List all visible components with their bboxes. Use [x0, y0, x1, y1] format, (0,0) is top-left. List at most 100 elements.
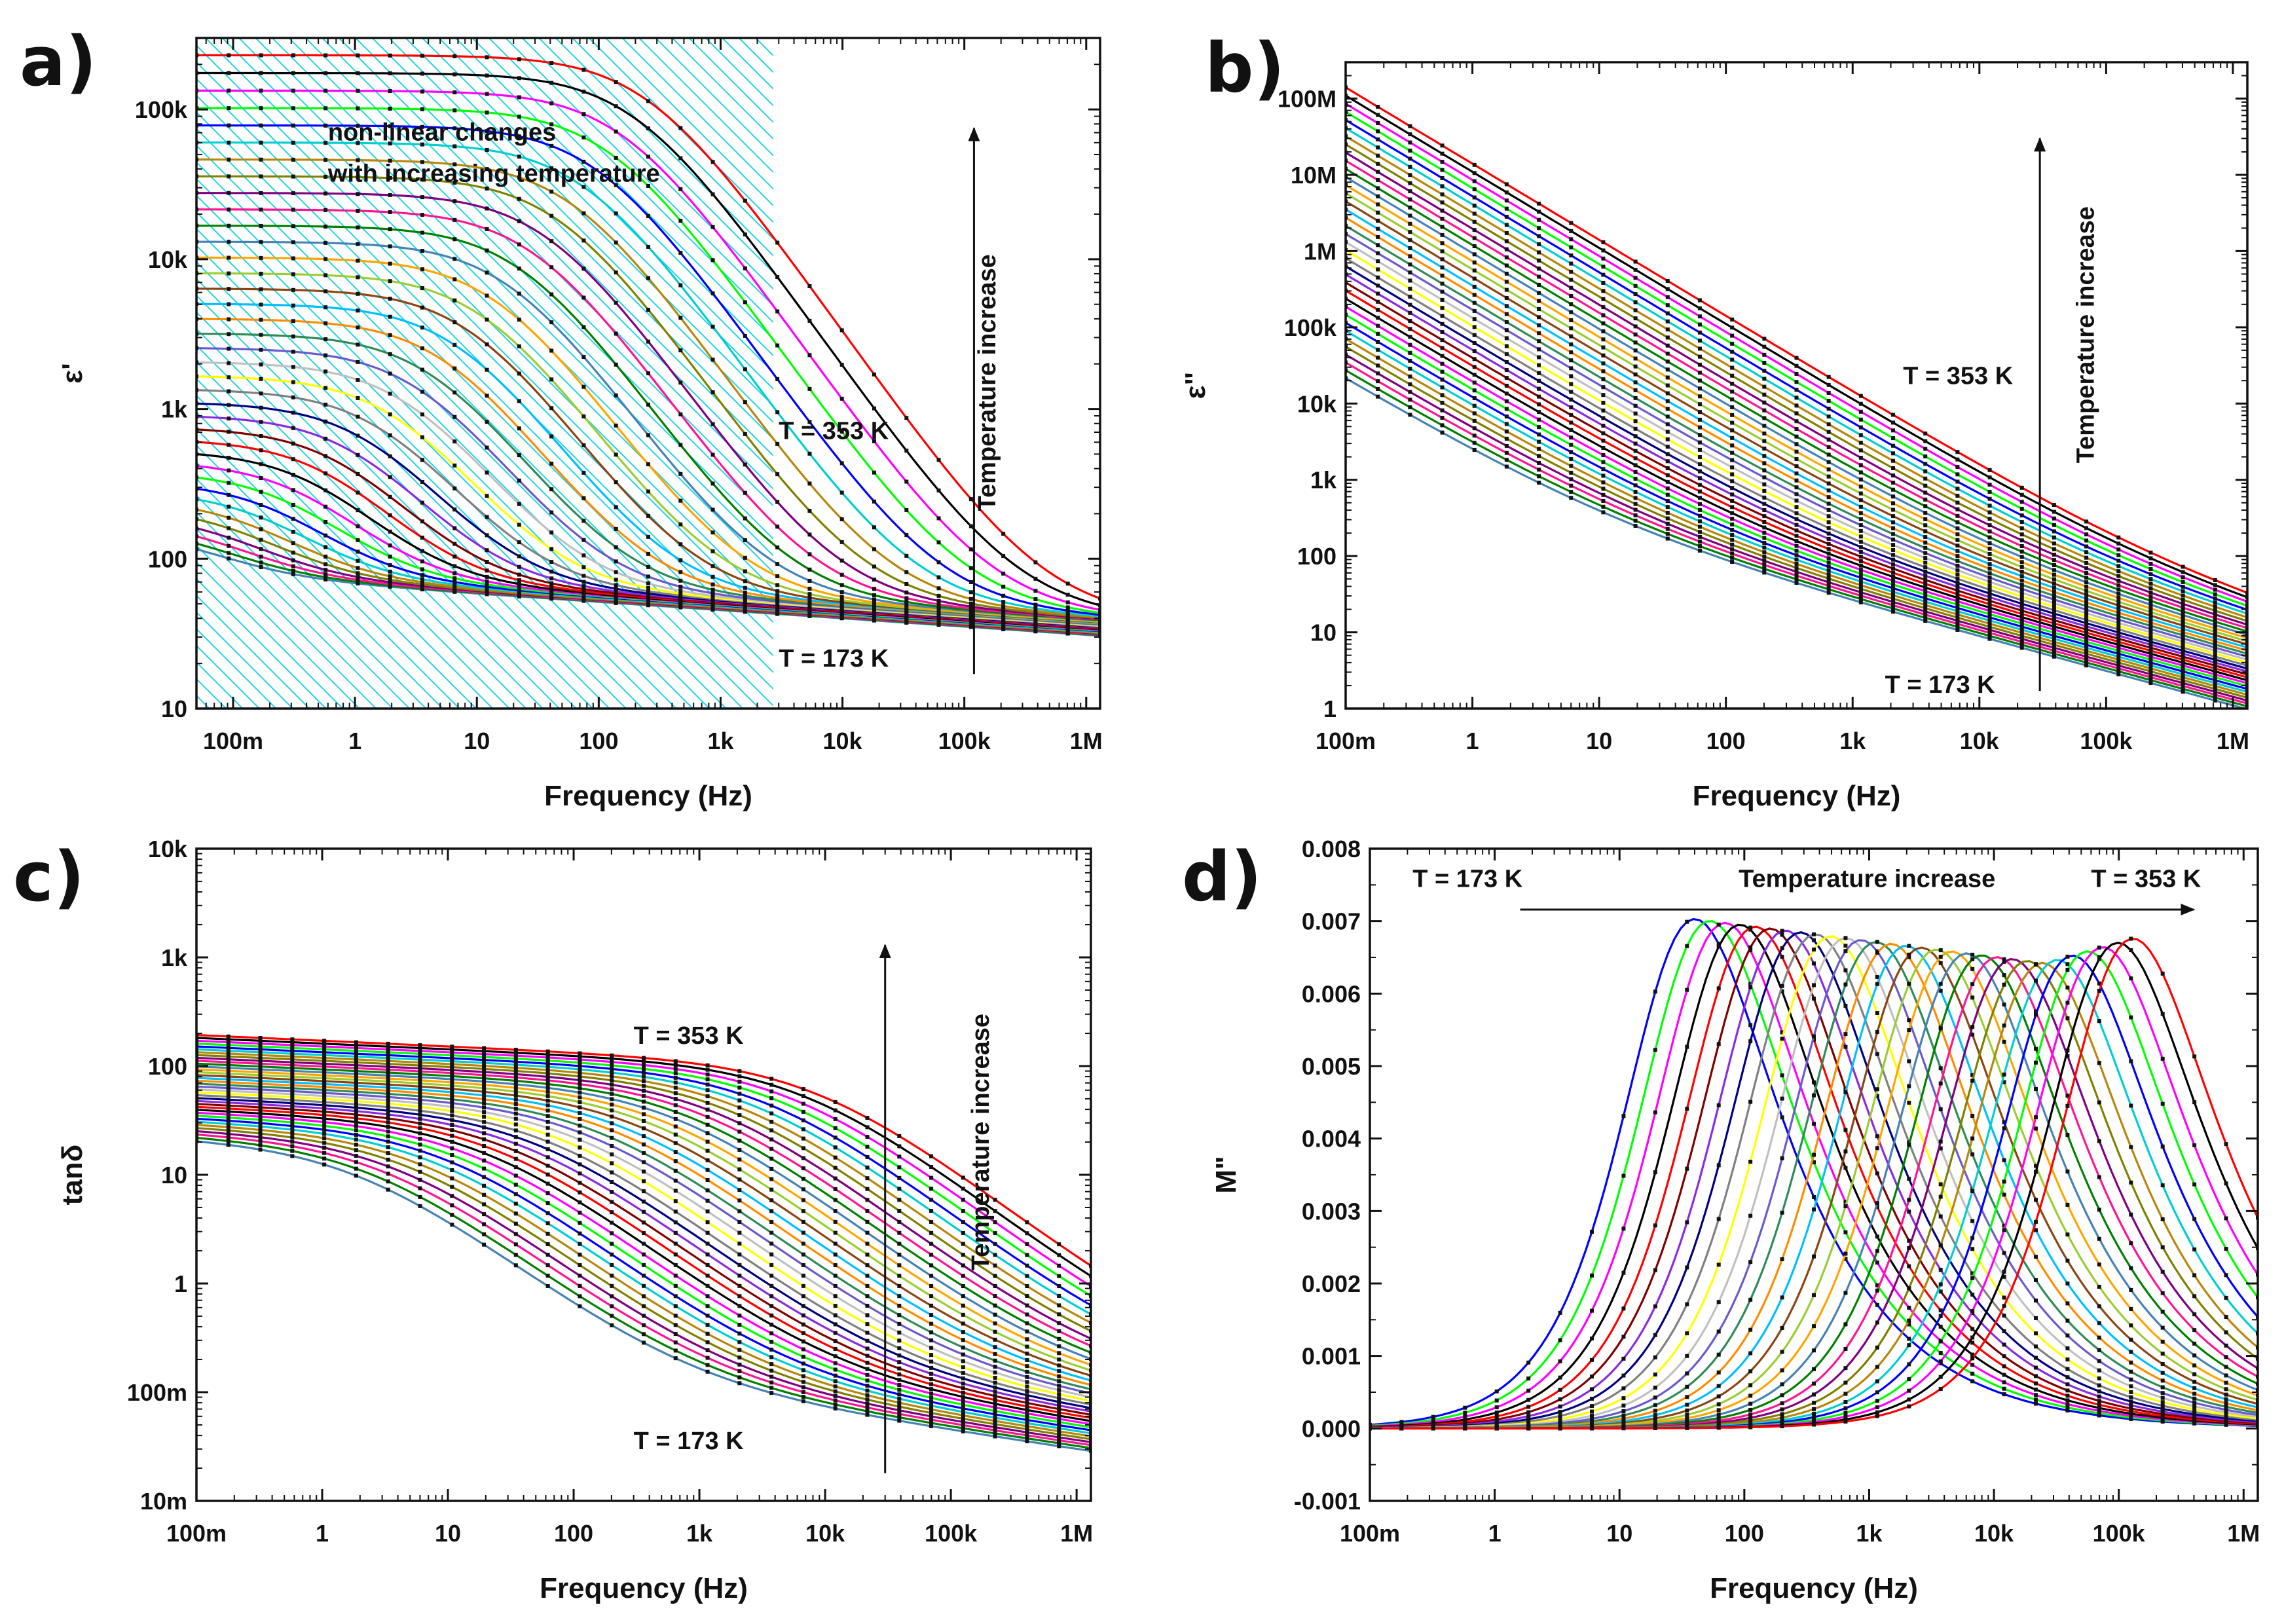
data-point [2052, 646, 2056, 650]
data-point [2148, 633, 2153, 638]
data-point [356, 575, 360, 580]
data-point [1891, 547, 1896, 552]
data-point [450, 1128, 454, 1132]
data-point [2160, 1270, 2165, 1274]
data-point [929, 1338, 934, 1342]
series-markers [1346, 109, 2247, 608]
x-tick-label: 1M [1060, 1520, 1093, 1547]
data-point [549, 320, 554, 325]
data-point [642, 1079, 646, 1084]
data-point [388, 494, 392, 499]
data-point [1812, 1348, 1816, 1353]
data-point [2002, 1274, 2006, 1279]
y-tick-label: 100k [135, 96, 188, 123]
data-point [1526, 1397, 1531, 1402]
data-point [549, 292, 554, 297]
data-point [1907, 955, 1911, 959]
data-point [1730, 405, 1735, 409]
data-point [323, 106, 328, 111]
data-point [865, 1242, 870, 1246]
data-point [642, 1283, 646, 1288]
data-point [1569, 229, 1574, 233]
data-point [1938, 948, 1943, 953]
data-point [865, 1313, 870, 1318]
data-point [2084, 611, 2089, 616]
data-point [2224, 1355, 2228, 1359]
data-point [710, 481, 715, 486]
data-point [354, 1166, 358, 1171]
data-point [2019, 532, 2024, 537]
data-point [1923, 593, 1928, 597]
data-point [420, 107, 424, 111]
data-point [354, 1092, 358, 1097]
data-point [1472, 162, 1477, 167]
data-point [226, 1048, 230, 1053]
data-point [2084, 580, 2089, 585]
data-point [1970, 1152, 1975, 1156]
data-point [642, 1209, 646, 1214]
data-point [2084, 652, 2089, 656]
data-point [904, 507, 909, 512]
data-point [769, 1322, 774, 1327]
data-point [1891, 451, 1896, 456]
x-tick-label: 100 [579, 728, 618, 754]
data-point [1891, 507, 1896, 512]
data-point [1665, 375, 1670, 380]
data-point [1569, 374, 1574, 378]
data-point [1826, 481, 1831, 486]
data-point [482, 1090, 487, 1094]
data-point [610, 1082, 614, 1087]
data-point [646, 513, 650, 518]
data-point [2160, 1400, 2165, 1405]
data-point [737, 1130, 742, 1134]
data-point [1537, 250, 1541, 255]
data-point [420, 249, 424, 253]
data-point [452, 526, 457, 530]
data-point [1987, 551, 1992, 556]
data-point [356, 434, 360, 438]
series-markers [196, 1035, 1091, 1278]
data-point [646, 534, 650, 539]
data-point [291, 240, 295, 245]
data-point [290, 1144, 295, 1149]
data-point [1697, 402, 1702, 407]
series-markers [196, 1079, 1091, 1388]
panel-label: b) [1205, 28, 1285, 108]
data-point [1875, 1146, 1879, 1151]
data-point [1780, 1073, 1784, 1078]
data-point [259, 434, 263, 438]
data-point [1794, 528, 1799, 533]
data-point [865, 1154, 870, 1159]
data-point [1794, 570, 1799, 574]
data-point [1601, 510, 1606, 515]
data-point [1826, 542, 1831, 546]
data-point [1938, 1289, 1943, 1294]
series-markers [1346, 118, 2247, 612]
data-point [1955, 507, 1960, 511]
data-point [549, 434, 554, 439]
data-point [226, 1034, 230, 1039]
data-point [226, 1125, 230, 1130]
data-point [1987, 595, 1992, 599]
data-point [1858, 417, 1863, 422]
data-point [705, 1077, 710, 1082]
data-point [354, 1043, 358, 1048]
data-point [961, 1274, 965, 1278]
data-point [388, 513, 392, 517]
data-point [1730, 358, 1735, 362]
data-point [1440, 314, 1445, 318]
data-point [2181, 681, 2185, 686]
data-point [227, 468, 231, 473]
data-point [258, 1067, 263, 1072]
data-point [642, 1105, 646, 1110]
data-point [1665, 536, 1670, 541]
data-point [1376, 202, 1380, 207]
data-point [388, 141, 392, 146]
data-point [1633, 372, 1638, 377]
data-point [2084, 544, 2089, 549]
x-tick-label: 1M [1070, 728, 1103, 754]
data-point [482, 1101, 487, 1105]
data-point [2002, 1364, 2006, 1369]
data-point [897, 1360, 902, 1365]
data-point [1537, 439, 1541, 444]
